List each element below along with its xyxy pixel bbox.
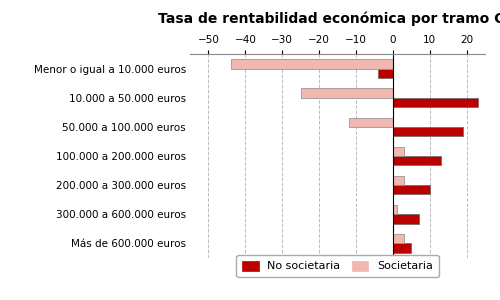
Bar xyxy=(393,156,441,165)
Bar xyxy=(393,214,418,224)
Bar xyxy=(393,205,396,214)
Bar xyxy=(393,176,404,185)
Bar xyxy=(378,69,393,78)
Title: Tasa de rentabilidad económica por tramo CN: Tasa de rentabilidad económica por tramo… xyxy=(158,12,500,26)
Bar xyxy=(300,88,393,98)
Bar xyxy=(393,147,404,156)
Bar xyxy=(393,234,404,243)
Bar xyxy=(393,127,463,136)
Bar xyxy=(230,59,393,69)
Legend: No societaria, Societaria: No societaria, Societaria xyxy=(236,255,438,277)
Bar xyxy=(393,243,411,253)
Bar xyxy=(393,98,477,107)
Bar xyxy=(348,118,393,127)
Bar xyxy=(393,185,430,194)
